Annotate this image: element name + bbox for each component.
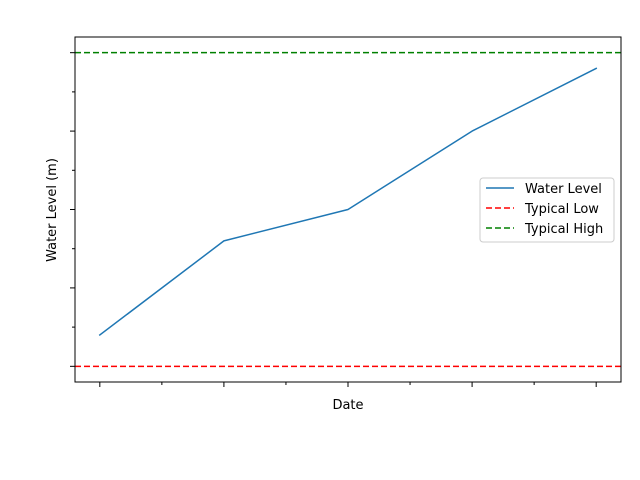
plot-layer xyxy=(75,51,621,368)
y-axis-label: Water Level (m) xyxy=(45,158,60,262)
x-axis-label: Date xyxy=(332,398,363,413)
series-line-water-level xyxy=(98,67,598,337)
legend-box xyxy=(479,177,615,243)
legend-label-water-level: Water Level xyxy=(525,182,602,197)
legend-label-typical-high: Typical High xyxy=(524,222,603,237)
legend: Water Level Typical Low Typical High xyxy=(479,177,615,243)
axes-frame xyxy=(74,36,622,383)
legend-label-typical-low: Typical Low xyxy=(524,202,599,217)
